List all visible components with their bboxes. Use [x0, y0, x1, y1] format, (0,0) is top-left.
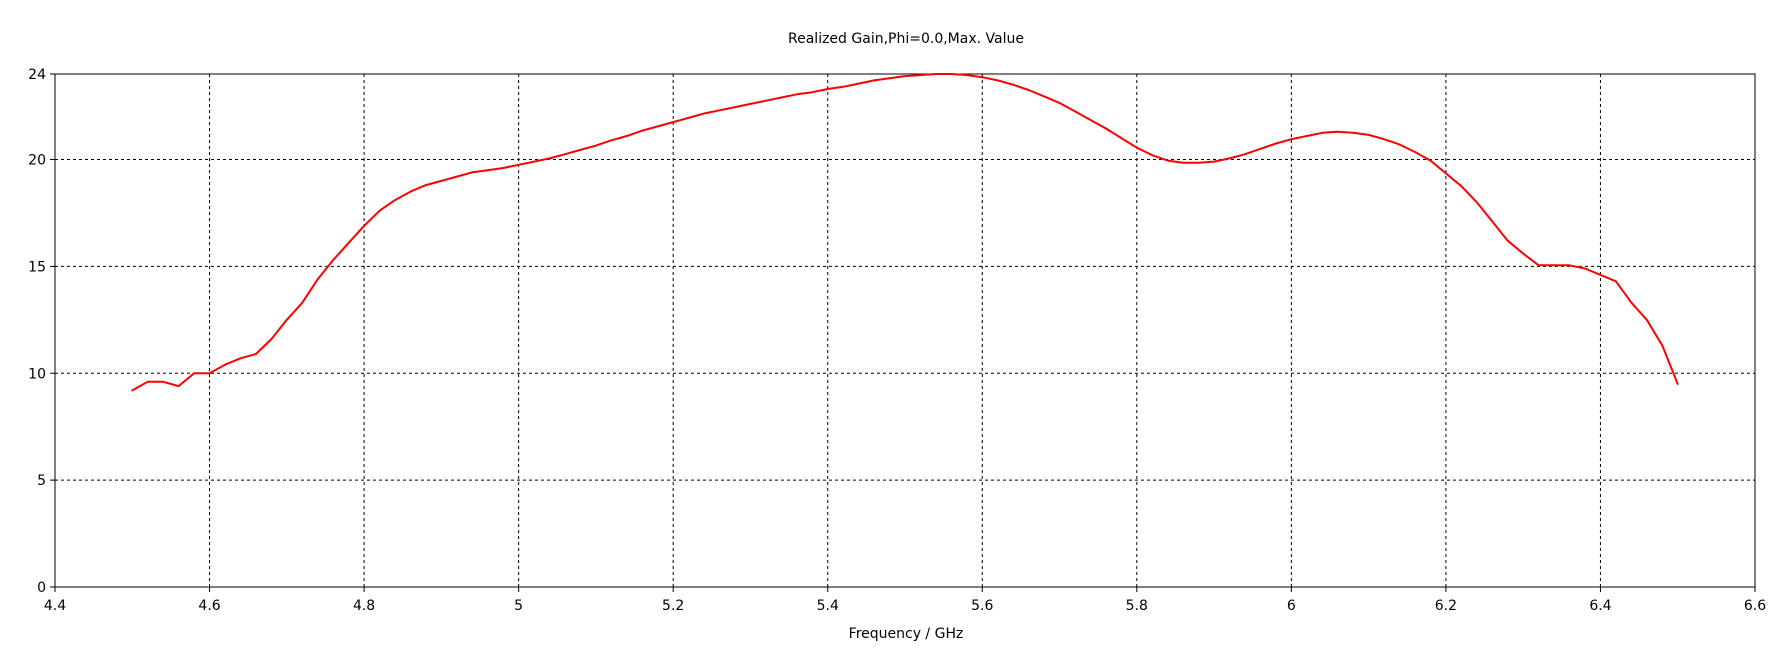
- series-line: [131, 73, 1679, 392]
- x-tick-label: 5.2: [662, 598, 684, 614]
- y-tick-label: 15: [28, 259, 46, 275]
- grid-lines: [55, 74, 1755, 587]
- chart-title: Realized Gain,Phi=0.0,Max. Value: [788, 31, 1024, 47]
- x-tick-label: 5.6: [971, 598, 993, 614]
- y-tick-label: 20: [28, 153, 46, 169]
- y-tick-label: 5: [37, 473, 46, 489]
- plot-area-frame: [54, 73, 1756, 588]
- x-tick-label: 5.4: [817, 598, 839, 614]
- x-tick-label: 6.4: [1589, 598, 1611, 614]
- x-tick-label: 6.6: [1744, 598, 1766, 614]
- axis-ticks: 4.4 4.6 4.8 5 5.2 5.4 5.6 5.8 6 6.2 6.4 6.6 0 5 10 15 20…: [28, 67, 1766, 614]
- y-tick-label: 24: [28, 67, 46, 83]
- x-tick-label: 4.6: [198, 598, 220, 614]
- x-tick-label: 6.2: [1435, 598, 1457, 614]
- y-tick-label: 0: [37, 580, 46, 596]
- series-lines: [131, 73, 1679, 392]
- x-tick-label: 4.8: [353, 598, 375, 614]
- x-tick-label: 6: [1287, 598, 1296, 614]
- x-tick-label: 5: [514, 598, 523, 614]
- x-axis-label: Frequency / GHz: [849, 626, 964, 642]
- x-tick-label: 5.8: [1126, 598, 1148, 614]
- x-tick-label: 4.4: [44, 598, 66, 614]
- y-tick-label: 10: [28, 366, 46, 382]
